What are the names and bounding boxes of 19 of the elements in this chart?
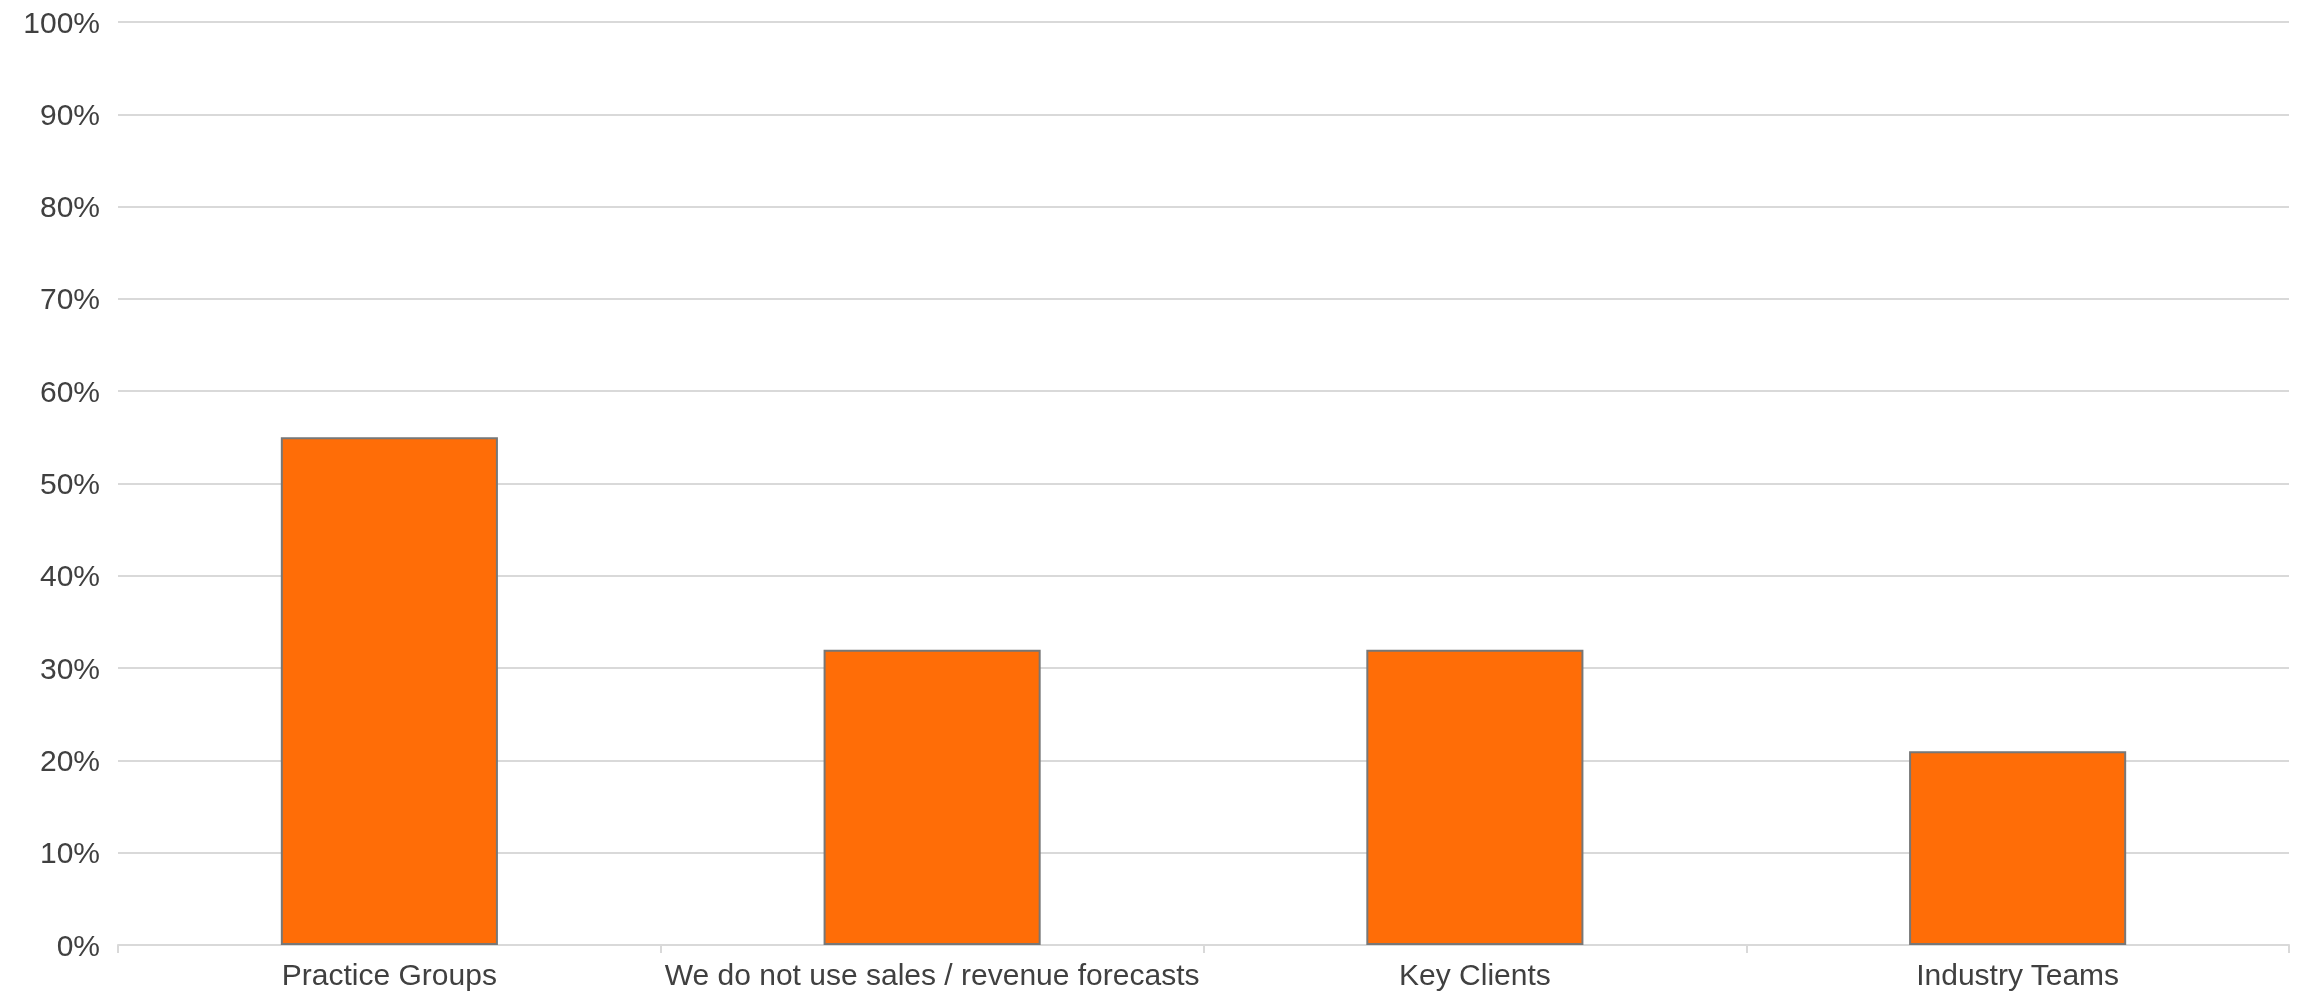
y-tick-label: 100% [23,5,100,39]
y-tick-label: 90% [39,97,100,131]
x-tick-label: Key Clients [1399,957,1551,991]
bar [1909,751,2127,945]
x-tick-label: Practice Groups [281,957,497,991]
bar [1366,649,1584,945]
y-tick-label: 80% [39,190,100,224]
bar [280,437,498,945]
y-tick-label: 10% [39,836,100,870]
y-tick-label: 40% [39,559,100,593]
y-tick-label: 60% [39,374,100,408]
y-tick-label: 20% [39,743,100,777]
y-tick-label: 0% [56,928,100,962]
x-tick-label: We do not use sales / revenue forecasts [664,957,1200,991]
y-tick-label: 70% [39,282,100,316]
y-tick-label: 50% [39,467,100,500]
bar [823,649,1041,945]
x-tick-label: Industry Teams [1916,957,2120,991]
y-tick-label: 30% [39,651,100,685]
